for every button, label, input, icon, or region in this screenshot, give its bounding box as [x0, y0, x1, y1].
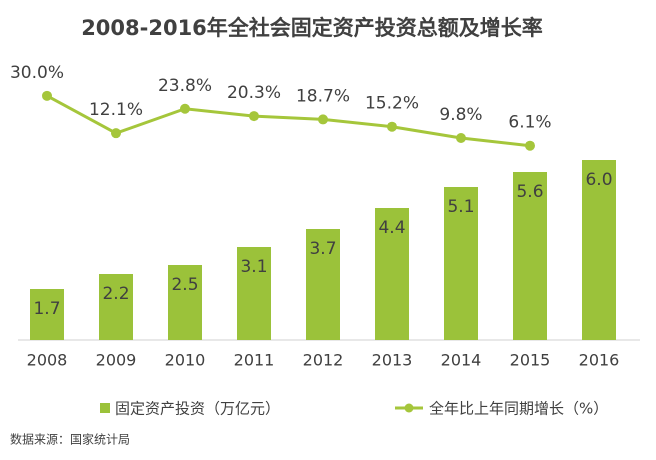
bar: [513, 172, 547, 340]
line-label: 12.1%: [89, 100, 143, 120]
bar: [30, 289, 64, 340]
x-tick-label: 2008: [27, 351, 68, 370]
bar-label: 3.7: [309, 239, 336, 259]
line-label: 15.2%: [365, 94, 419, 114]
line-marker: [387, 121, 397, 132]
line-label: 9.8%: [439, 105, 482, 125]
line-marker: [111, 128, 121, 139]
line-marker: [180, 103, 190, 114]
x-tick-label: 2016: [579, 351, 620, 370]
bar: [375, 208, 409, 340]
bar-label: 6.0: [585, 170, 612, 190]
x-tick-label: 2010: [165, 351, 206, 370]
bar-label: 5.1: [447, 197, 474, 217]
line-marker: [318, 114, 328, 125]
line-label: 6.1%: [508, 113, 551, 133]
bar-label: 4.4: [378, 218, 405, 238]
bar: [168, 265, 202, 340]
line-label: 18.7%: [296, 86, 350, 106]
x-tick-label: 2013: [372, 351, 413, 370]
bar-label: 2.2: [102, 284, 129, 304]
line-label: 30.0%: [10, 63, 64, 83]
line-marker: [249, 111, 259, 122]
bar: [99, 274, 133, 340]
x-tick-label: 2009: [96, 351, 137, 370]
bar-label: 3.1: [240, 257, 267, 277]
bar-label: 2.5: [171, 275, 198, 295]
bar-label: 5.6: [516, 182, 543, 202]
line: [46, 94, 531, 148]
line-marker: [456, 132, 466, 143]
line-label: 20.3%: [227, 83, 281, 103]
bar: [582, 160, 616, 340]
legend-swatch: [100, 403, 110, 413]
source: 数据来源：国家统计局: [10, 432, 130, 447]
legend-swatch: [404, 403, 414, 413]
bar-label: 1.7: [33, 299, 60, 319]
x-tick-label: 2011: [234, 351, 275, 370]
bar: [306, 229, 340, 340]
x-tick-label: 2012: [303, 351, 344, 370]
line-marker: [525, 140, 535, 151]
legend-label: 全年比上年同期增长（%）: [429, 400, 608, 418]
line-marker: [42, 90, 52, 101]
legend-label: 固定资产投资（万亿元）: [115, 400, 280, 418]
bar: [237, 247, 271, 340]
line-label: 23.8%: [158, 76, 212, 96]
x-tick-label: 2015: [510, 351, 551, 370]
chart-title: 2008-2016年全社会固定资产投资总额及增长率: [81, 16, 543, 40]
x-tick-label: 2014: [441, 351, 482, 370]
bar: [444, 187, 478, 340]
